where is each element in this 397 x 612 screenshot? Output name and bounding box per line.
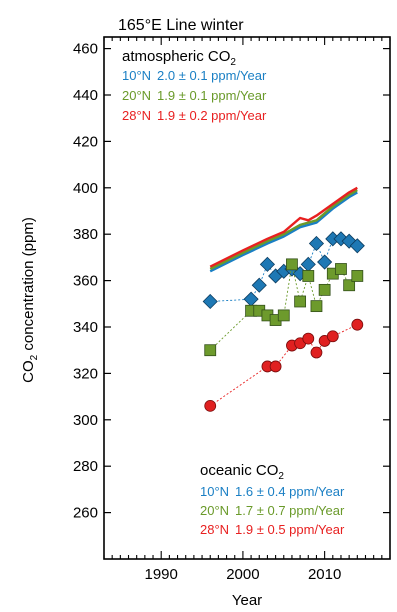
legend-entry: 20°N 1.9 ± 0.1 ppm/Year (122, 88, 267, 103)
legend-entry: 10°N 2.0 ± 0.1 ppm/Year (122, 68, 267, 83)
y-tick-label: 420 (73, 133, 98, 150)
x-axis-title: Year (232, 592, 262, 609)
atmospheric-line (209, 191, 358, 273)
data-point (243, 291, 259, 307)
y-tick-label: 340 (73, 319, 98, 336)
data-point (300, 256, 316, 272)
data-point (286, 258, 298, 271)
y-tick-label: 440 (73, 87, 98, 104)
data-point (259, 256, 275, 272)
y-axis-title: CO2 concentration (ppm) (20, 217, 40, 383)
legend-entry: 10°N 1.6 ± 0.4 ppm/Year (200, 484, 345, 499)
y-tick-label: 380 (73, 226, 98, 243)
plot-frame (103, 36, 391, 560)
legend-entry: 28°N 1.9 ± 0.5 ppm/Year (200, 522, 345, 537)
x-tick-label: 1990 (145, 566, 178, 583)
y-tick-label: 320 (73, 365, 98, 382)
data-point (277, 309, 290, 322)
oceanic-series-square (204, 258, 364, 357)
data-point (310, 300, 323, 313)
data-point (326, 330, 339, 343)
data-point (302, 332, 315, 345)
oceanic-legend: oceanic CO2 10°N 1.6 ± 0.4 ppm/Year 20°N 1.… (200, 462, 345, 537)
y-tick-label: 360 (73, 273, 98, 290)
data-point (343, 279, 356, 292)
y-tick-label: 280 (73, 458, 98, 475)
data-point (351, 270, 364, 282)
x-tick-label: 2010 (308, 566, 341, 583)
data-point (317, 254, 333, 270)
data-point (302, 270, 315, 282)
atmospheric-legend-title: atmospheric CO2 (122, 48, 236, 68)
atmospheric-line (209, 189, 358, 271)
y-axis: 260 280 300 320 340 360 380 400 420 440 460 (73, 41, 390, 522)
oceanic-series-circle (204, 318, 364, 412)
y-tick-label: 400 (73, 180, 98, 197)
y-tick-label: 300 (73, 412, 98, 429)
data-point (251, 277, 267, 293)
data-point (204, 399, 217, 412)
data-point (204, 344, 217, 357)
atmospheric-line (209, 186, 358, 268)
oceanic-series (202, 231, 365, 412)
data-point (349, 238, 365, 254)
y-tick-label: 460 (73, 41, 98, 58)
data-point (294, 295, 307, 308)
x-tick-label: 2000 (226, 566, 259, 583)
data-point (335, 263, 347, 275)
data-point (351, 318, 364, 331)
x-axis: 1990 2000 2010 (103, 37, 391, 583)
data-point (308, 235, 325, 252)
y-tick-label: 260 (73, 505, 98, 522)
data-point (202, 293, 218, 310)
atmospheric-legend: atmospheric CO2 10°N 2.0 ± 0.1 ppm/Year 20… (122, 48, 267, 123)
oceanic-legend-title: oceanic CO2 (200, 462, 284, 482)
atmospheric-series (209, 186, 358, 273)
data-point (318, 283, 331, 296)
legend-entry: 20°N 1.7 ± 0.7 ppm/Year (200, 503, 345, 518)
legend-entry: 28°N 1.9 ± 0.2 ppm/Year (122, 108, 267, 123)
data-point (269, 360, 282, 373)
chart-title: 165°E Line winter (118, 17, 244, 34)
data-point (310, 346, 323, 359)
